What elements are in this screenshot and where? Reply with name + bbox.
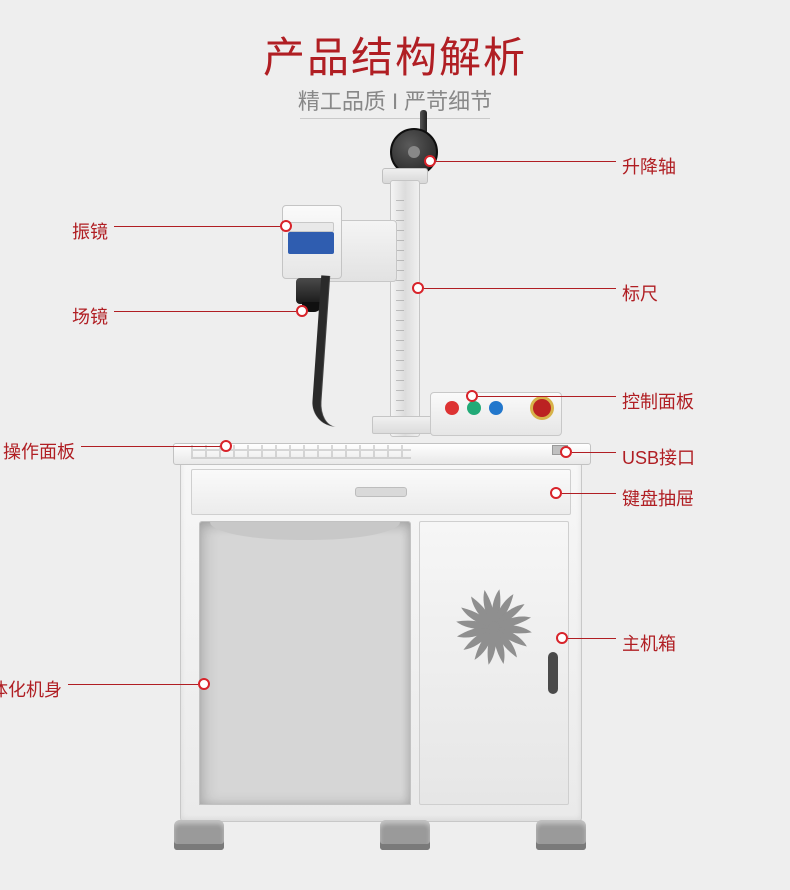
callout-dot-keyboard-drawer <box>550 487 562 499</box>
callout-line-work-panel <box>81 446 220 447</box>
keyboard-drawer <box>191 469 571 515</box>
callout-line-control-panel <box>478 396 616 397</box>
callout-label-integrated-body: 一体化机身 <box>0 676 62 702</box>
callout-label-galvo: 振镜 <box>72 218 108 244</box>
callout-dot-field-lens <box>296 305 308 317</box>
callout-dot-lift-shaft <box>424 155 436 167</box>
callout-line-main-case <box>568 638 616 639</box>
cabinet <box>180 460 582 822</box>
callout-label-control-panel: 控制面板 <box>622 388 694 414</box>
callout-dot-work-panel <box>220 440 232 452</box>
main-case-door <box>419 521 569 805</box>
page-subtitle: 精工品质 I 严苛细节 <box>0 84 790 116</box>
callout-dot-integrated-body <box>198 678 210 690</box>
callout-line-integrated-body <box>68 684 198 685</box>
callout-dot-scale <box>412 282 424 294</box>
callout-line-field-lens <box>114 311 296 312</box>
callout-dot-main-case <box>556 632 568 644</box>
callout-label-field-lens: 场镜 <box>72 303 108 329</box>
callout-label-main-case: 主机箱 <box>622 630 676 656</box>
page-title: 产品结构解析 <box>0 24 790 85</box>
callout-line-usb-port <box>572 452 616 453</box>
callout-dot-usb-port <box>560 446 572 458</box>
callout-label-keyboard-drawer: 键盘抽屉 <box>622 485 694 511</box>
callout-line-galvo <box>114 226 280 227</box>
callout-line-lift-shaft <box>436 161 616 162</box>
callout-line-keyboard-drawer <box>562 493 616 494</box>
callout-dot-galvo <box>280 220 292 232</box>
callout-dot-control-panel <box>466 390 478 402</box>
callout-label-scale: 标尺 <box>622 280 658 306</box>
title-underline <box>300 118 490 119</box>
callout-label-work-panel: 操作面板 <box>3 438 75 464</box>
vent-icon <box>449 582 539 672</box>
callout-label-usb-port: USB接口 <box>622 444 695 470</box>
callout-label-lift-shaft: 升降轴 <box>622 153 676 179</box>
callout-line-scale <box>424 288 616 289</box>
